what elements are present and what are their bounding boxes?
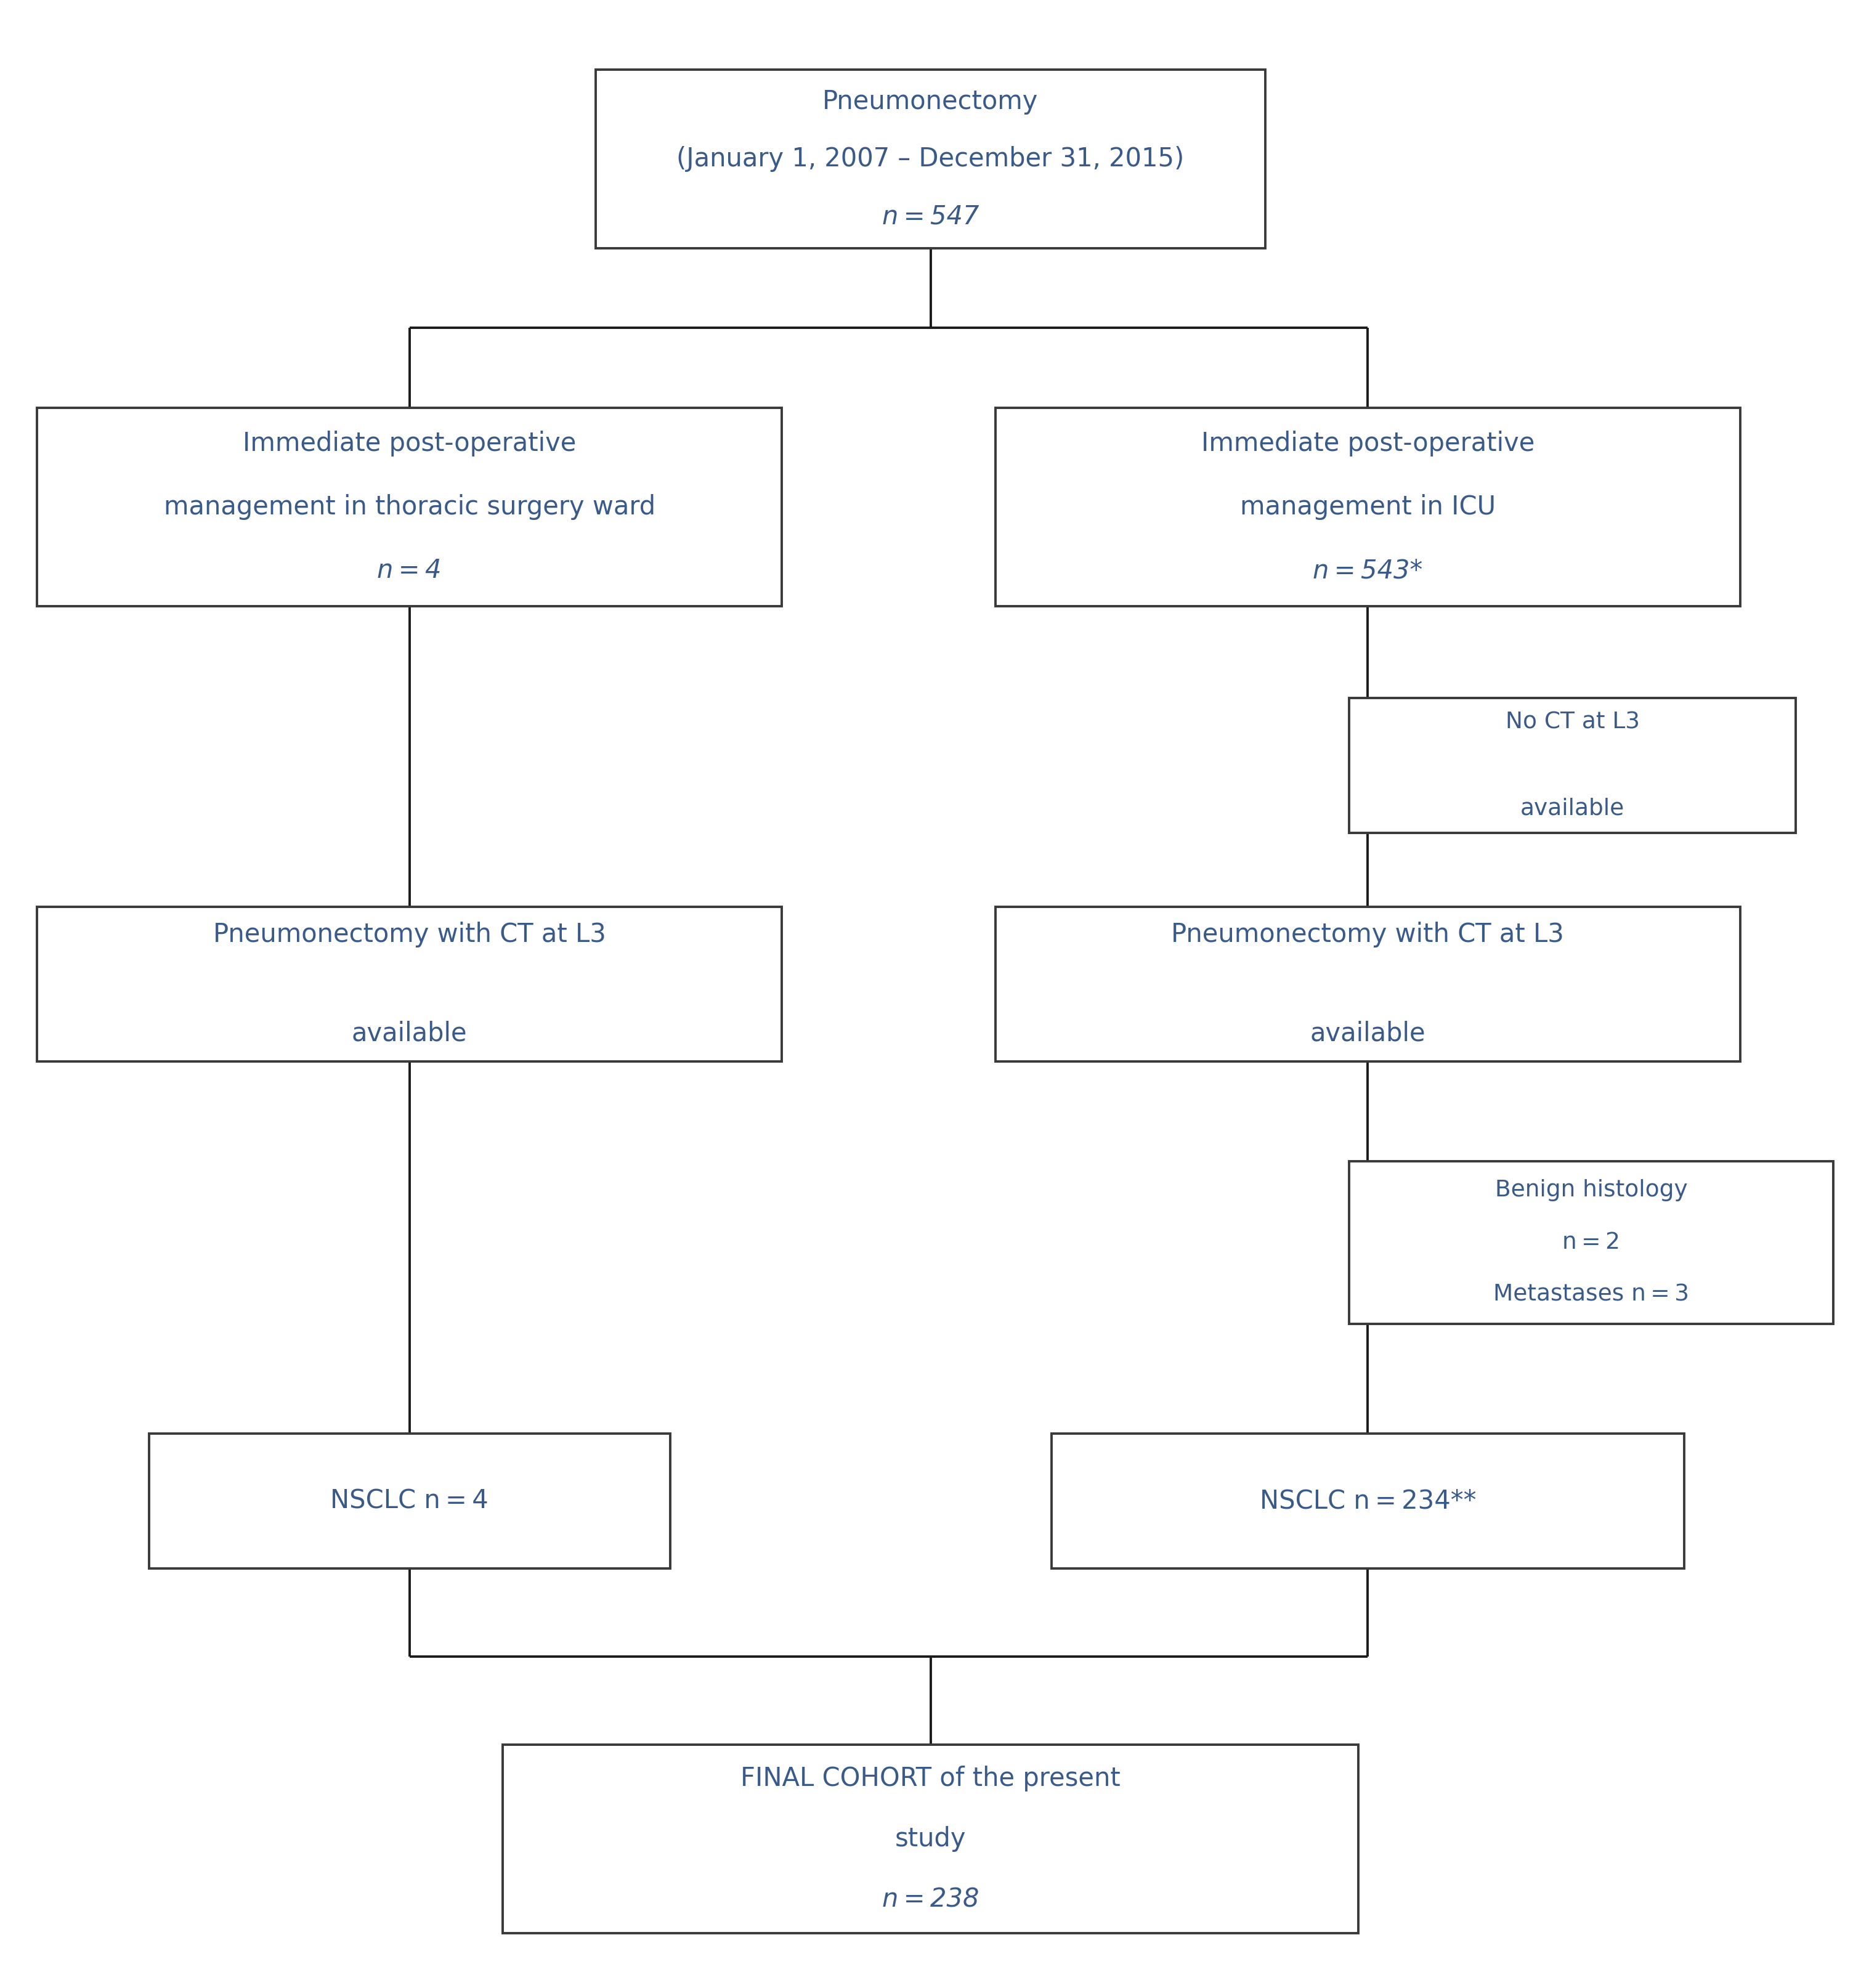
Text: available: available bbox=[1310, 1020, 1426, 1046]
Text: Immediate post-operative: Immediate post-operative bbox=[242, 429, 577, 457]
FancyBboxPatch shape bbox=[1349, 1161, 1833, 1324]
Text: (January 1, 2007 – December 31, 2015): (January 1, 2007 – December 31, 2015) bbox=[677, 145, 1184, 173]
Text: Pneumonectomy with CT at L3: Pneumonectomy with CT at L3 bbox=[212, 922, 607, 948]
Text: n = 2: n = 2 bbox=[1561, 1231, 1621, 1254]
Text: Benign histology: Benign histology bbox=[1494, 1179, 1688, 1201]
FancyBboxPatch shape bbox=[149, 1433, 670, 1569]
Text: No CT at L3: No CT at L3 bbox=[1506, 712, 1640, 734]
Text: Pneumonectomy with CT at L3: Pneumonectomy with CT at L3 bbox=[1171, 922, 1565, 948]
Text: n = 543*: n = 543* bbox=[1312, 557, 1424, 584]
Text: n = 4: n = 4 bbox=[378, 557, 441, 584]
FancyBboxPatch shape bbox=[996, 907, 1740, 1062]
FancyBboxPatch shape bbox=[37, 907, 782, 1062]
FancyBboxPatch shape bbox=[596, 70, 1265, 249]
Text: n = 547: n = 547 bbox=[882, 203, 979, 229]
Text: Metastases n = 3: Metastases n = 3 bbox=[1493, 1284, 1690, 1306]
Text: NSCLC n = 4: NSCLC n = 4 bbox=[331, 1487, 488, 1515]
Text: Immediate post-operative: Immediate post-operative bbox=[1200, 429, 1535, 457]
Text: NSCLC n = 234**: NSCLC n = 234** bbox=[1260, 1487, 1476, 1515]
FancyBboxPatch shape bbox=[996, 408, 1740, 606]
FancyBboxPatch shape bbox=[1051, 1433, 1684, 1569]
FancyBboxPatch shape bbox=[37, 408, 782, 606]
Text: study: study bbox=[895, 1825, 966, 1853]
Text: n = 238: n = 238 bbox=[882, 1887, 979, 1912]
FancyBboxPatch shape bbox=[1349, 698, 1796, 833]
Text: FINAL COHORT of the present: FINAL COHORT of the present bbox=[741, 1765, 1120, 1791]
FancyBboxPatch shape bbox=[502, 1745, 1359, 1932]
Text: available: available bbox=[1520, 797, 1625, 819]
Text: management in ICU: management in ICU bbox=[1239, 493, 1496, 521]
Text: Pneumonectomy: Pneumonectomy bbox=[823, 89, 1038, 115]
Text: management in thoracic surgery ward: management in thoracic surgery ward bbox=[164, 493, 655, 521]
Text: available: available bbox=[352, 1020, 467, 1046]
